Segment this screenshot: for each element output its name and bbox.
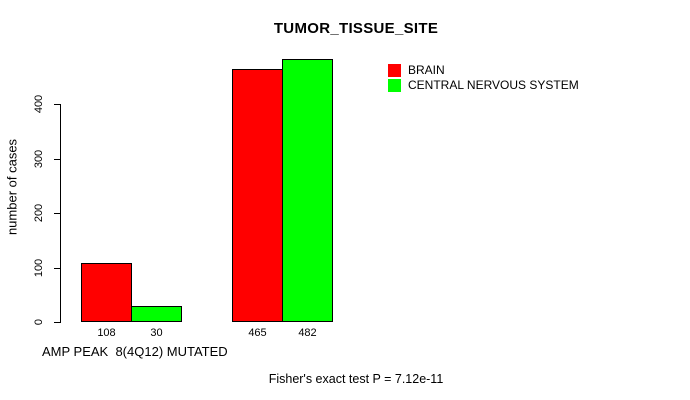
bar-value-label: 465 (248, 327, 267, 339)
legend-item-brain: BRAIN (388, 64, 579, 77)
x-axis-title: AMP PEAK 8(4Q12) MUTATED (42, 344, 228, 359)
y-axis-line (60, 104, 61, 323)
y-tick-mark (54, 213, 60, 214)
legend-item-label: BRAIN (408, 63, 445, 77)
y-tick-mark (54, 159, 60, 160)
y-tick-mark (54, 268, 60, 269)
bar-value-label: 30 (150, 327, 163, 339)
p-value-text: Fisher's exact test P = 7.12e-11 (268, 372, 444, 386)
bar-central-nervous-system-group1 (131, 306, 182, 322)
bar-central-nervous-system-group2 (282, 59, 333, 322)
y-tick-label: 400 (33, 94, 45, 114)
y-tick-mark (54, 104, 60, 105)
bar-value-label: 108 (97, 327, 116, 339)
legend-color-swatch-icon (388, 79, 401, 92)
bar-value-label: 482 (298, 327, 317, 339)
y-tick-label: 300 (33, 149, 45, 169)
legend-item-label: CENTRAL NERVOUS SYSTEM (408, 78, 579, 92)
y-tick-mark (54, 322, 60, 323)
y-tick-label: 100 (33, 258, 45, 278)
legend-color-swatch-icon (388, 64, 401, 77)
y-axis-title: number of cases (4, 138, 20, 236)
y-tick-label: 0 (33, 318, 45, 326)
bar-brain-group1 (81, 263, 132, 322)
y-tick-label: 200 (33, 203, 45, 223)
legend-item-central-nervous-system: CENTRAL NERVOUS SYSTEM (388, 79, 579, 92)
legend: BRAIN CENTRAL NERVOUS SYSTEM (388, 64, 579, 94)
bar-brain-group2 (232, 69, 283, 322)
chart-title: TUMOR_TISSUE_SITE (273, 20, 439, 37)
